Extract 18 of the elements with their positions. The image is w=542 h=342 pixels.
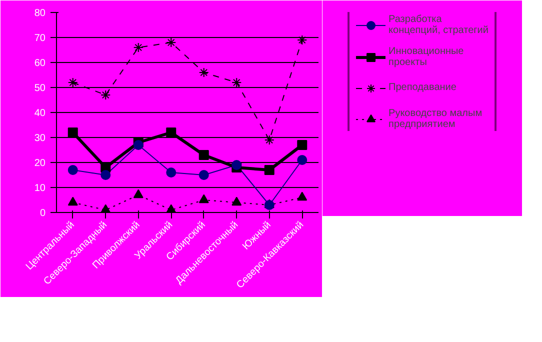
y-tick-label: 80 [34,8,46,19]
y-tick-label: 70 [34,33,46,44]
y-tick-label: 30 [34,133,46,144]
legend-label: Руководство малым предприятием [388,108,482,130]
point [232,196,242,206]
point [68,196,78,206]
y-tick-label: 60 [34,58,46,69]
point [297,192,308,201]
y-tick-label: 20 [34,158,46,169]
point [198,194,209,204]
legend-label: Инновационные проекты [388,46,464,68]
y-tick-label: 50 [34,83,46,94]
y-tick-label: 40 [34,108,46,119]
y-tick-label: 0 [40,208,46,219]
point [133,189,144,198]
legend-label: Преподавание [388,82,456,93]
y-tick-label: 10 [34,183,46,194]
legend-label: Разработка концепций, стратегий [388,14,488,36]
